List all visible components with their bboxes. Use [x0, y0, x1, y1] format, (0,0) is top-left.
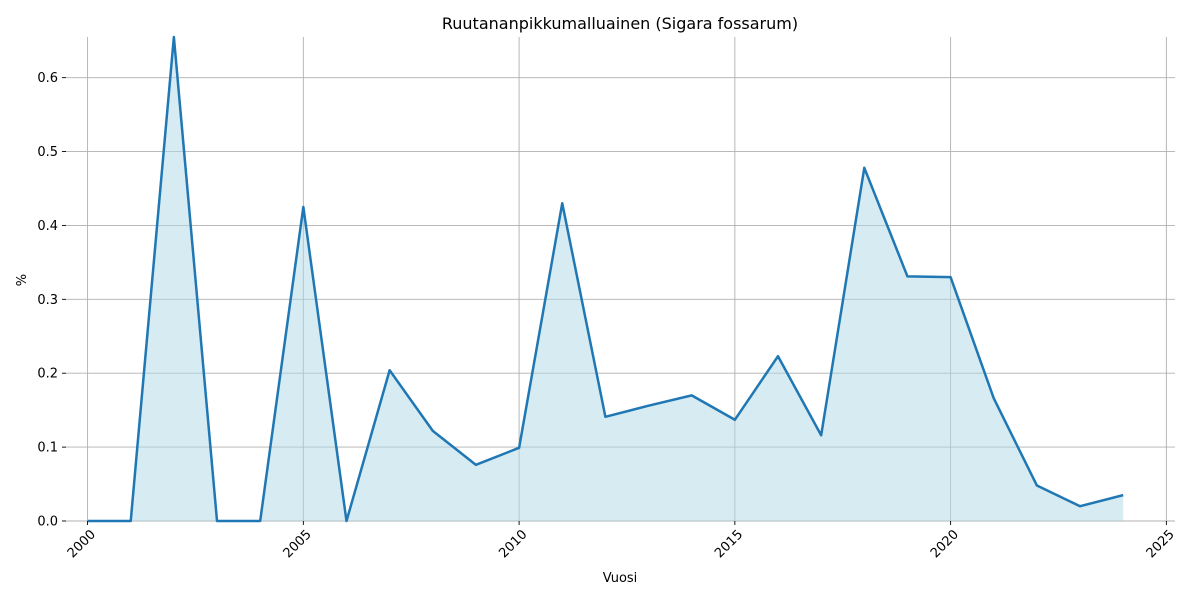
y-tick-label: 0.6: [37, 71, 58, 86]
x-axis-label: Vuosi: [603, 571, 638, 586]
y-tick-label: 0.2: [37, 367, 58, 382]
x-tick-label: 2015: [712, 527, 746, 561]
y-tick-label: 0.5: [37, 145, 58, 160]
series-area: [87, 37, 1124, 521]
y-tick-label: 0.0: [37, 515, 58, 530]
y-axis-label: %: [15, 274, 30, 286]
line-layer: [87, 35, 1124, 523]
y-tick-label: 0.1: [37, 441, 58, 456]
x-tick-label: 2010: [496, 527, 530, 561]
y-tick-label: 0.4: [37, 219, 58, 234]
y-axis-ticks: 0.0 0.1 0.2 0.3 0.4 0.5 0.6: [37, 71, 66, 530]
y-tick-label: 0.3: [37, 293, 58, 308]
x-axis-ticks: 2000 2005 2010 2015 2020 2025: [65, 521, 1178, 561]
area-layer: [87, 37, 1124, 521]
x-tick-label: 2005: [281, 527, 315, 561]
chart-title: Ruutananpikkumalluainen (Sigara fossarum…: [442, 14, 798, 33]
x-tick-label: 2000: [65, 527, 99, 561]
x-tick-label: 2020: [928, 527, 962, 561]
x-tick-label: 2025: [1144, 527, 1178, 561]
